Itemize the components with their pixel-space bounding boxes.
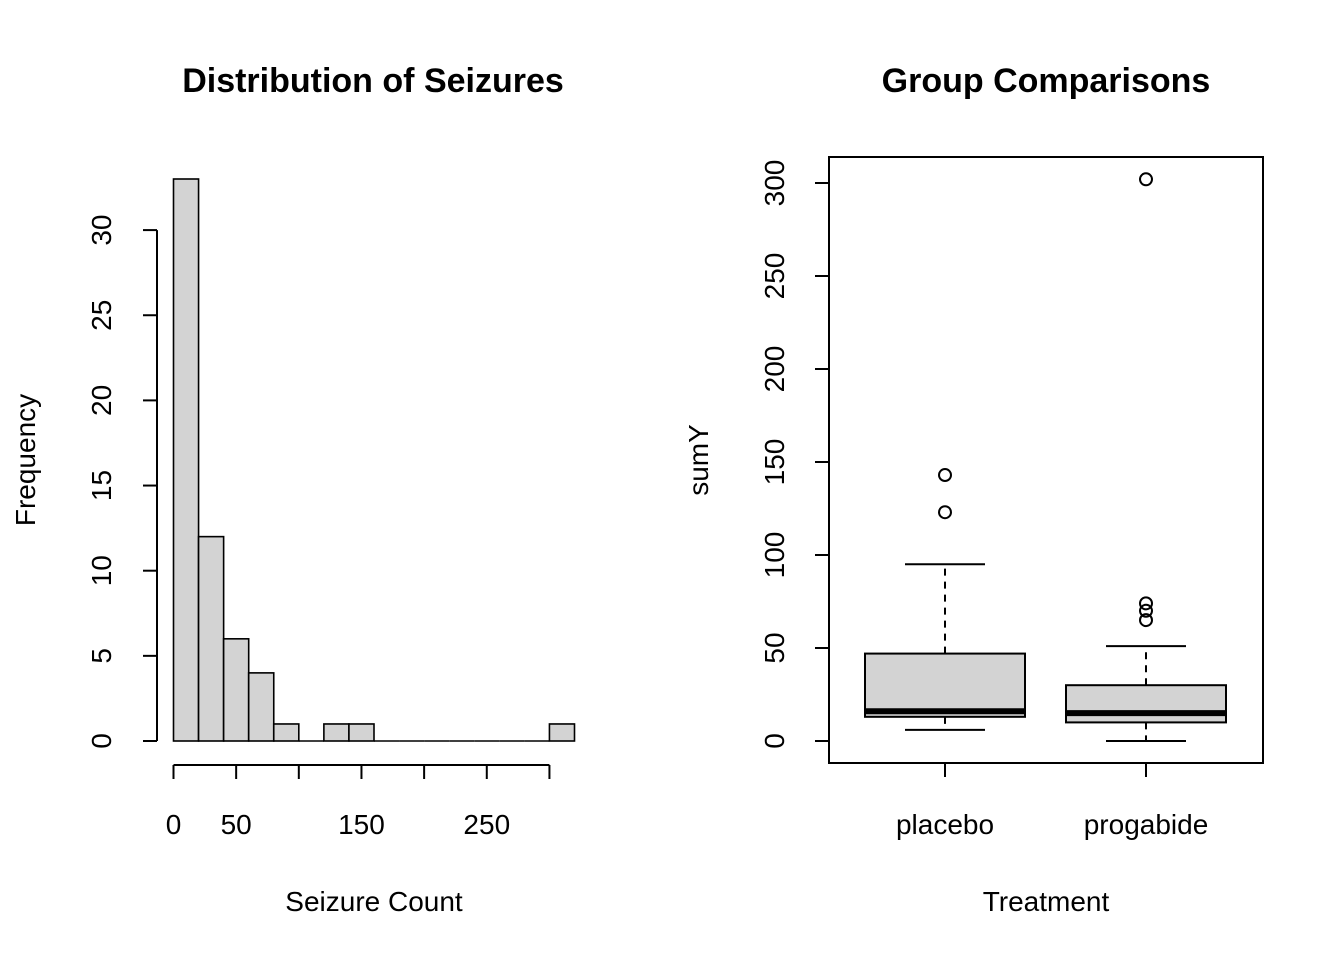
histogram-x-axis: 0 50 150 250	[166, 764, 551, 840]
histogram-x-tick-label: 0	[166, 809, 182, 840]
outlier-point	[1139, 596, 1153, 611]
boxplot-y-tick-label: 100	[759, 532, 790, 579]
histogram-y-axis: 0 5 10 15 20 25 30	[86, 215, 158, 749]
outlier-point	[1139, 172, 1153, 187]
boxplot-boxes	[864, 172, 1227, 742]
histogram-panel: Distribution of Seizures Seizure Count F…	[10, 62, 576, 917]
boxplot-y-tick-label: 150	[759, 439, 790, 486]
histogram-y-tick-label: 15	[86, 470, 117, 501]
histogram-y-tick-label: 25	[86, 300, 117, 331]
boxplot-x-axis-label: Treatment	[983, 886, 1110, 917]
outlier-point	[1139, 603, 1153, 618]
histogram-bar	[197, 535, 225, 742]
histogram-bar	[172, 178, 200, 742]
histogram-bar	[348, 723, 375, 742]
outlier-point	[938, 505, 952, 520]
histogram-y-tick-label: 0	[86, 733, 117, 749]
histogram-y-tick-label: 10	[86, 555, 117, 586]
boxplot-frame	[828, 156, 1264, 764]
outlier-point	[1139, 613, 1153, 628]
histogram-bar	[247, 672, 275, 742]
histogram-y-tick-label: 30	[86, 215, 117, 246]
histogram-y-tick-label: 20	[86, 385, 117, 416]
boxplot-title: Group Comparisons	[882, 62, 1211, 100]
boxplot-y-tick-label: 200	[759, 346, 790, 393]
histogram-bar	[548, 723, 576, 742]
histogram-x-tick-label: 250	[463, 809, 510, 840]
histogram-y-axis-label: Frequency	[10, 394, 41, 526]
box-placebo	[864, 468, 1026, 731]
box-iqr	[864, 652, 1026, 718]
histogram-bar	[323, 723, 350, 742]
histogram-bar	[222, 638, 250, 742]
boxplot-x-tick-label: progabide	[1084, 809, 1209, 840]
histogram-x-axis-label: Seizure Count	[285, 886, 463, 917]
histogram-bars	[172, 178, 576, 742]
boxplot-x-tick-label: placebo	[896, 809, 994, 840]
histogram-x-tick-label: 50	[221, 809, 252, 840]
boxplot-y-axis-label: sumY	[683, 424, 714, 496]
boxplot-y-tick-label: 50	[759, 632, 790, 663]
boxplot-y-axis: 0 50 100 150 200 250 300	[759, 160, 829, 749]
box-progabide	[1065, 172, 1227, 742]
box-iqr	[1065, 684, 1227, 724]
boxplot-y-tick-label: 250	[759, 253, 790, 300]
boxplot-panel: Group Comparisons Treatment sumY placebo…	[683, 62, 1264, 917]
histogram-title: Distribution of Seizures	[182, 62, 564, 100]
boxplot-y-tick-label: 0	[759, 733, 790, 749]
boxplot-y-tick-label: 300	[759, 160, 790, 207]
outlier-point	[938, 468, 952, 483]
boxplot-x-axis: placebo progabide	[896, 763, 1208, 840]
histogram-bar	[272, 723, 300, 742]
histogram-x-tick-label: 150	[338, 809, 385, 840]
histogram-y-tick-label: 5	[86, 648, 117, 664]
